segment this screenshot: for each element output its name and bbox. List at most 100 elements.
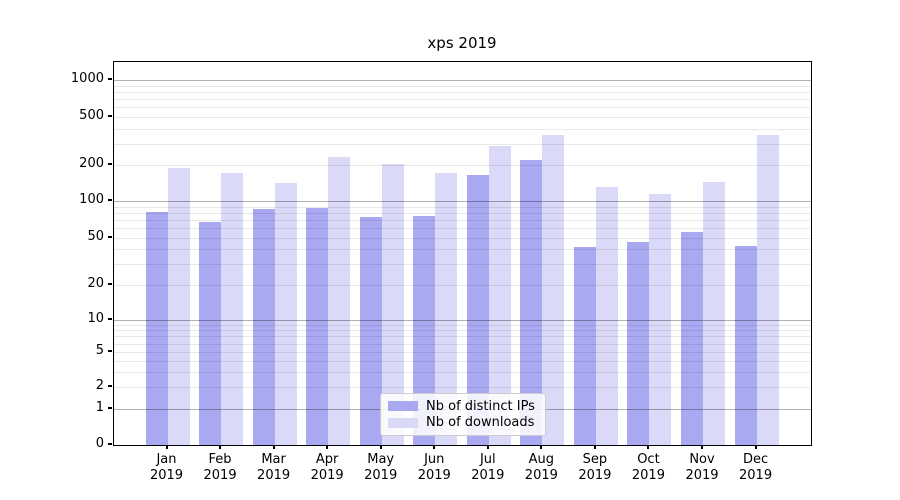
y-gridline-major — [114, 201, 811, 202]
y-gridline-minor — [114, 249, 811, 251]
y-gridline-minor — [114, 330, 811, 332]
x-tick — [165, 445, 168, 449]
y-gridline-minor — [114, 117, 811, 118]
x-tick-label: Jul 2019 — [471, 452, 505, 483]
bar-nb-of-downloads — [649, 194, 672, 445]
x-tick — [326, 445, 329, 449]
y-gridline-minor — [114, 336, 811, 338]
y-tick — [108, 78, 112, 80]
bar-nb-of-distinct-ips — [359, 217, 382, 445]
y-gridline-minor — [114, 352, 811, 353]
y-tick-label: 1000 — [70, 71, 104, 86]
y-tick — [108, 163, 112, 165]
y-gridline-minor — [114, 360, 811, 362]
y-gridline-major — [114, 80, 811, 81]
y-gridline-minor — [114, 371, 811, 373]
bar-nb-of-distinct-ips — [306, 207, 329, 445]
y-tick-label: 10 — [87, 311, 104, 326]
bar-nb-of-downloads — [595, 186, 618, 445]
bar-nb-of-distinct-ips — [466, 174, 489, 445]
y-gridline-minor — [114, 212, 811, 214]
y-tick — [108, 385, 112, 387]
legend-item: Nb of downloads — [388, 415, 538, 431]
y-gridline-minor — [114, 324, 811, 326]
x-tick — [754, 445, 757, 449]
y-gridline-minor — [114, 85, 811, 87]
x-tick-label: Jun 2019 — [417, 452, 451, 483]
y-tick-label: 50 — [87, 229, 104, 244]
x-tick — [540, 445, 543, 449]
x-tick-label: Feb 2019 — [203, 452, 237, 483]
y-tick — [108, 236, 112, 238]
x-tick — [486, 445, 489, 449]
y-gridline-minor — [114, 107, 811, 109]
bar-nb-of-distinct-ips — [413, 216, 436, 445]
bar-nb-of-downloads — [542, 134, 565, 445]
legend-swatch-distinct-ips — [388, 401, 418, 412]
bar-nb-of-downloads — [435, 172, 458, 445]
y-tick — [108, 283, 112, 285]
x-tick — [379, 445, 382, 449]
bar-nb-of-distinct-ips — [627, 242, 650, 445]
y-tick-label: 20 — [87, 276, 104, 291]
y-gridline-major — [114, 320, 811, 321]
y-gridline-minor — [114, 165, 811, 166]
y-gridline-minor — [114, 206, 811, 208]
x-tick-label: May 2019 — [364, 452, 398, 483]
bar-nb-of-downloads — [274, 182, 297, 445]
x-tick — [272, 445, 275, 449]
legend-item: Nb of distinct IPs — [388, 398, 538, 414]
bar-nb-of-downloads — [488, 146, 511, 445]
bar-nb-of-distinct-ips — [734, 245, 757, 445]
bars-layer — [114, 62, 811, 445]
x-tick — [219, 445, 222, 449]
y-tick-label: 1 — [95, 399, 104, 415]
legend-label-distinct-ips: Nb of distinct IPs — [426, 398, 535, 414]
y-tick-label: 5 — [95, 343, 104, 358]
y-tick — [108, 406, 112, 409]
x-tick — [593, 445, 596, 449]
y-tick — [108, 115, 112, 117]
y-tick-label: 0 — [95, 436, 104, 451]
bar-nb-of-distinct-ips — [681, 231, 703, 445]
y-tick — [108, 350, 112, 352]
y-gridline-minor — [114, 285, 811, 286]
y-gridline-minor — [114, 343, 811, 345]
x-tick — [701, 445, 703, 449]
y-tick-label: 200 — [79, 156, 104, 171]
y-tick-label: 2 — [95, 378, 104, 393]
bar-nb-of-distinct-ips — [199, 221, 222, 445]
bar-nb-of-distinct-ips — [145, 211, 168, 445]
y-gridline-minor — [114, 128, 811, 130]
x-tick-label: Oct 2019 — [631, 452, 665, 483]
grid-layer — [114, 62, 811, 445]
y-tick — [108, 443, 112, 445]
legend-label-downloads: Nb of downloads — [426, 415, 535, 431]
x-tick-label: Nov 2019 — [685, 452, 719, 483]
y-gridline-minor — [114, 238, 811, 239]
x-tick-label: Sep 2019 — [578, 452, 612, 483]
bar-nb-of-distinct-ips — [252, 209, 275, 445]
y-gridline-minor — [114, 264, 811, 266]
y-gridline-minor — [114, 143, 811, 145]
x-tick-label: Jan 2019 — [149, 452, 184, 483]
y-tick-label: 100 — [79, 192, 104, 207]
x-tick-label: Mar 2019 — [257, 452, 291, 483]
y-gridline-minor — [114, 99, 811, 101]
x-tick-label: Dec 2019 — [739, 452, 773, 483]
bar-nb-of-downloads — [328, 156, 351, 445]
y-gridline-minor — [114, 228, 811, 230]
bar-nb-of-downloads — [221, 172, 244, 445]
bar-nb-of-distinct-ips — [573, 246, 596, 445]
x-tick — [647, 445, 650, 449]
bar-nb-of-downloads — [756, 135, 779, 445]
bar-nb-of-downloads — [381, 164, 404, 445]
x-tick-label: Aug 2019 — [524, 452, 558, 483]
y-gridline-minor — [114, 387, 811, 388]
bar-nb-of-downloads — [703, 182, 725, 445]
legend-swatch-downloads — [388, 417, 418, 428]
chart-title: xps 2019 — [427, 34, 497, 52]
plot-area: Nb of distinct IPs Nb of downloads — [113, 61, 812, 446]
y-tick — [108, 318, 112, 320]
